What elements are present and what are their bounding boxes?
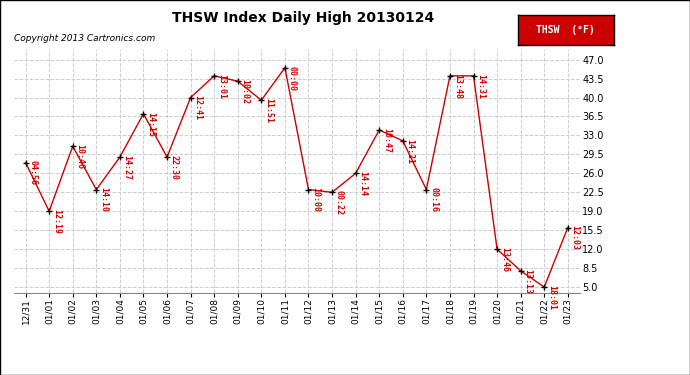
Text: 14:15: 14:15 bbox=[146, 112, 155, 136]
Text: 10:46: 10:46 bbox=[76, 144, 85, 169]
Text: 12:03: 12:03 bbox=[571, 225, 580, 251]
Text: 11:51: 11:51 bbox=[264, 98, 273, 123]
Text: 04:56: 04:56 bbox=[28, 160, 37, 185]
Text: 13:48: 13:48 bbox=[453, 74, 462, 99]
Text: THSW Index Daily High 20130124: THSW Index Daily High 20130124 bbox=[172, 11, 435, 25]
Text: 13:46: 13:46 bbox=[500, 247, 509, 272]
Text: 10:00: 10:00 bbox=[311, 188, 320, 212]
Text: 22:30: 22:30 bbox=[170, 155, 179, 180]
Text: 10:02: 10:02 bbox=[241, 79, 250, 104]
Text: 12:19: 12:19 bbox=[52, 209, 61, 234]
Text: 00:00: 00:00 bbox=[288, 66, 297, 90]
Text: 13:01: 13:01 bbox=[217, 74, 226, 99]
Text: 10:47: 10:47 bbox=[382, 128, 391, 153]
Text: 14:31: 14:31 bbox=[476, 74, 485, 99]
Text: 14:10: 14:10 bbox=[99, 188, 108, 212]
Text: 14:14: 14:14 bbox=[359, 171, 368, 196]
Text: 12:41: 12:41 bbox=[193, 95, 202, 120]
Text: 14:27: 14:27 bbox=[123, 155, 132, 180]
Text: 13:13: 13:13 bbox=[524, 268, 533, 294]
Text: Copyright 2013 Cartronics.com: Copyright 2013 Cartronics.com bbox=[14, 34, 155, 43]
Text: 14:21: 14:21 bbox=[406, 139, 415, 164]
Text: THSW  (°F): THSW (°F) bbox=[536, 25, 595, 35]
Text: 00:22: 00:22 bbox=[335, 190, 344, 215]
Text: 18:01: 18:01 bbox=[547, 285, 556, 310]
Text: 00:16: 00:16 bbox=[429, 188, 438, 212]
